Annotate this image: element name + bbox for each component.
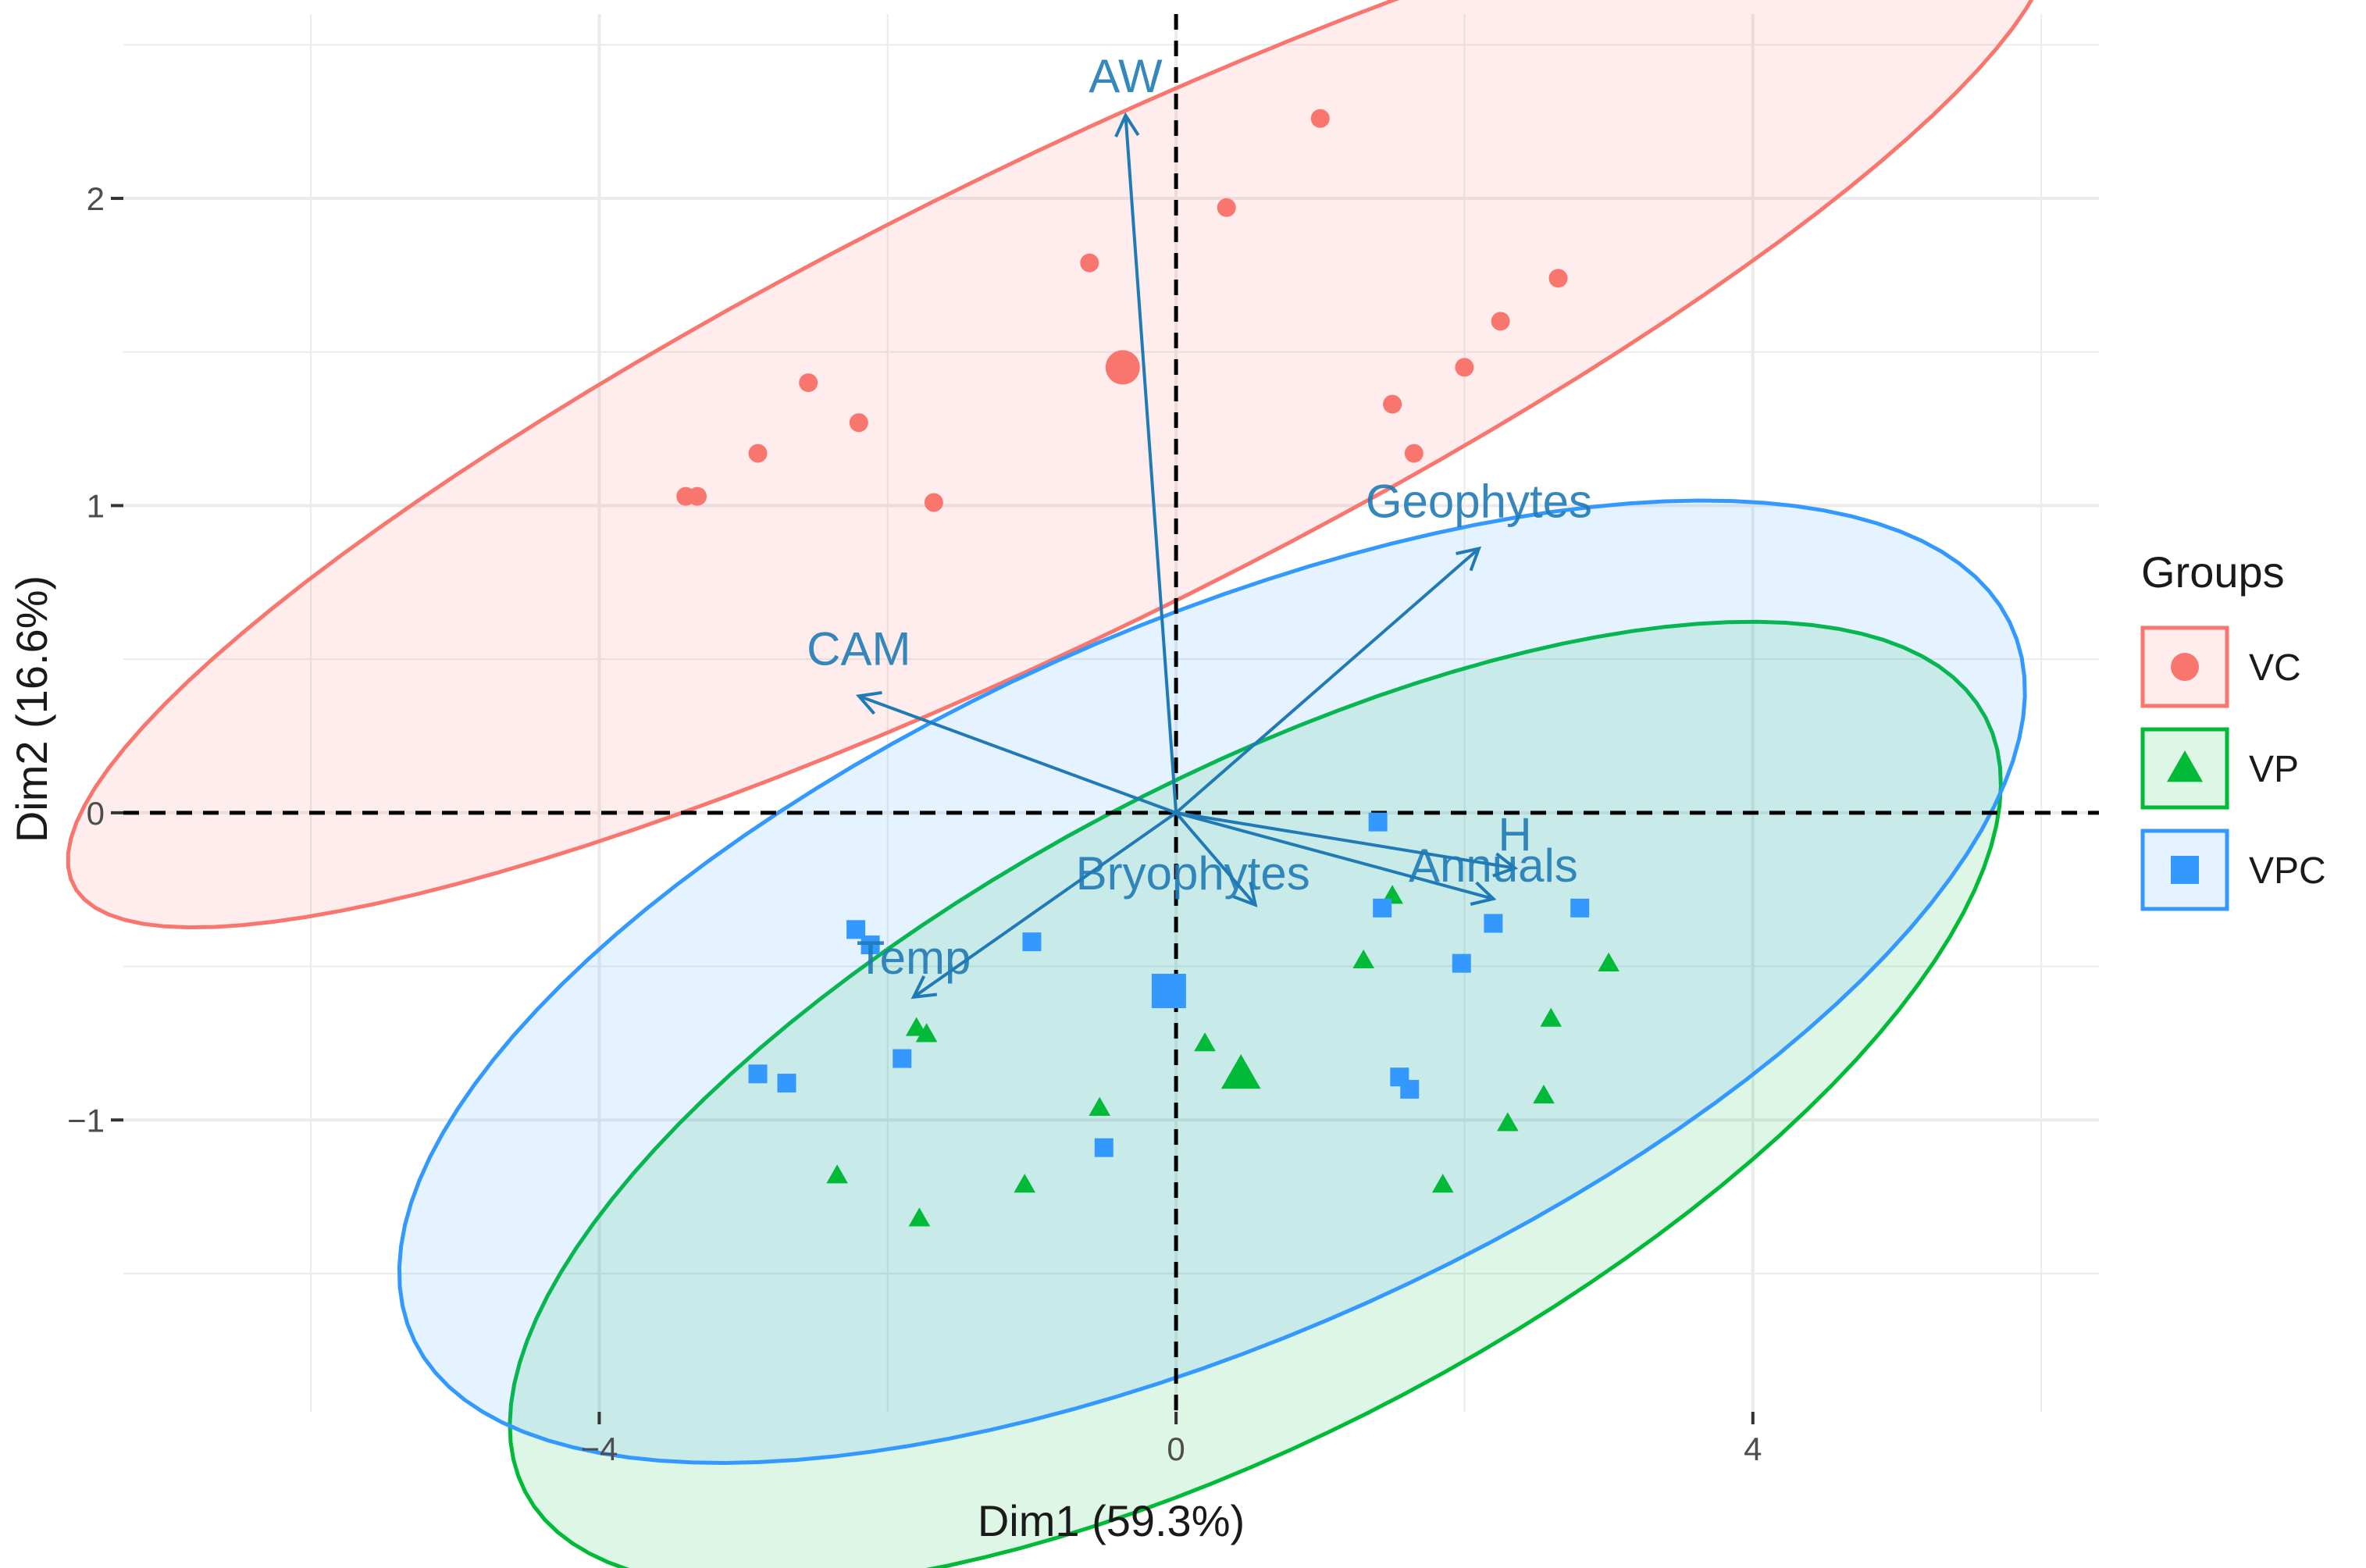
variable-label-h: H <box>1498 809 1531 861</box>
arrowhead-annuals <box>1470 881 1497 906</box>
point-vpc <box>1094 1138 1114 1157</box>
legend-label-vpc: VPC <box>2249 850 2326 892</box>
vector-cam <box>858 694 1177 814</box>
point-vc <box>924 493 943 512</box>
point-vpc <box>861 935 880 955</box>
legend-items: VC VP VPC <box>2140 625 2326 911</box>
legend-marker-vc <box>2171 653 2199 681</box>
point-vp <box>1598 952 1619 971</box>
variable-label-aw: AW <box>1089 50 1163 102</box>
arrowhead-temp <box>910 975 938 1000</box>
point-vp <box>1431 1174 1454 1193</box>
arrowhead-cam <box>855 690 882 715</box>
point-vc <box>1548 269 1568 288</box>
confidence-ellipses <box>66 0 2034 1568</box>
point-vpc <box>1570 898 1590 918</box>
x-tick-label: −4 <box>580 1431 618 1467</box>
arrowhead-bryophytes <box>1232 882 1258 908</box>
y-tick-label: −1 <box>67 1102 105 1139</box>
ellipse-vp <box>508 619 2003 1568</box>
vector-aw <box>1124 115 1178 814</box>
x-axis-ticks: −4 0 4 <box>580 1412 1762 1467</box>
variable-label-bryophytes: Bryophytes <box>1076 847 1310 900</box>
variable-label-annuals: Annuals <box>1409 839 1578 892</box>
axes: −4 0 4 −1 0 1 2 Dim1 (59.3%) Dim2 (16.6%) <box>7 180 1762 1545</box>
point-vpc <box>1368 812 1388 832</box>
ellipse-vpc <box>397 498 2027 1466</box>
arrowhead-geophytes <box>1456 546 1482 572</box>
point-vc <box>1080 253 1099 273</box>
arrowhead-aw <box>1114 112 1140 137</box>
centroid-vpc <box>1151 974 1186 1009</box>
vector-annuals <box>1175 811 1494 900</box>
y-axis-title: Dim2 (16.6%) <box>7 576 56 843</box>
x-tick-label: 4 <box>1744 1431 1762 1467</box>
point-vp <box>1497 1112 1519 1131</box>
point-vp <box>1533 1084 1555 1104</box>
variable-label-temp: Temp <box>857 932 971 984</box>
point-vpc <box>1452 953 1471 973</box>
point-vp <box>908 1207 931 1227</box>
point-vc <box>1310 109 1330 128</box>
legend-title: Groups <box>2141 547 2285 597</box>
variable-vectors <box>855 112 1519 1000</box>
reference-lines <box>123 14 2099 1412</box>
arrowhead-h <box>1492 852 1519 878</box>
point-vpc <box>1400 1079 1420 1099</box>
y-axis-ticks: −1 0 1 2 <box>67 180 123 1139</box>
point-vp <box>1352 949 1374 969</box>
point-vp <box>1089 1096 1111 1116</box>
x-axis-title: Dim1 (59.3%) <box>978 1496 1245 1545</box>
point-vpc <box>748 1064 768 1084</box>
point-vpc <box>1484 914 1503 933</box>
point-vc <box>799 373 818 393</box>
legend-marker-vpc <box>2171 856 2199 884</box>
point-vpc <box>893 1049 912 1068</box>
legend: Groups VC VP VPC <box>2140 547 2326 911</box>
point-vp <box>915 1023 938 1042</box>
vector-geophytes <box>1174 547 1481 814</box>
point-vp <box>1194 1032 1216 1052</box>
ellipse-vc <box>66 0 2034 930</box>
vector-bryophytes <box>1174 811 1257 907</box>
point-vc <box>687 486 707 506</box>
vector-h <box>1175 811 1516 870</box>
y-tick-label: 1 <box>87 487 105 524</box>
point-vc <box>1491 312 1510 331</box>
point-vpc <box>1022 932 1042 952</box>
grid-minor <box>123 14 2099 1412</box>
point-vp <box>905 1017 928 1036</box>
point-vc <box>1383 394 1402 414</box>
point-vc <box>1217 198 1236 217</box>
point-vc <box>1404 444 1424 463</box>
point-vp <box>1540 1007 1562 1027</box>
legend-label-vp: VP <box>2249 749 2299 790</box>
y-tick-label: 0 <box>87 795 105 832</box>
data-points <box>676 109 1619 1227</box>
point-vpc <box>1373 898 1392 918</box>
point-vc <box>748 444 768 463</box>
centroid-vc <box>1105 350 1140 385</box>
point-vc <box>849 413 868 433</box>
legend-label-vc: VC <box>2249 647 2301 689</box>
variable-label-cam: CAM <box>807 622 910 675</box>
point-vp <box>826 1164 848 1184</box>
group-centroids <box>1105 350 1261 1089</box>
point-vp <box>1014 1174 1035 1193</box>
x-tick-label: 0 <box>1167 1431 1185 1467</box>
legend-marker-vp <box>2167 750 2203 782</box>
y-tick-label: 2 <box>87 180 105 217</box>
point-vc <box>1455 358 1474 377</box>
centroid-vp <box>1220 1053 1261 1089</box>
vector-temp <box>912 811 1178 999</box>
variable-label-geophytes: Geophytes <box>1366 476 1592 528</box>
point-vpc <box>777 1074 796 1093</box>
